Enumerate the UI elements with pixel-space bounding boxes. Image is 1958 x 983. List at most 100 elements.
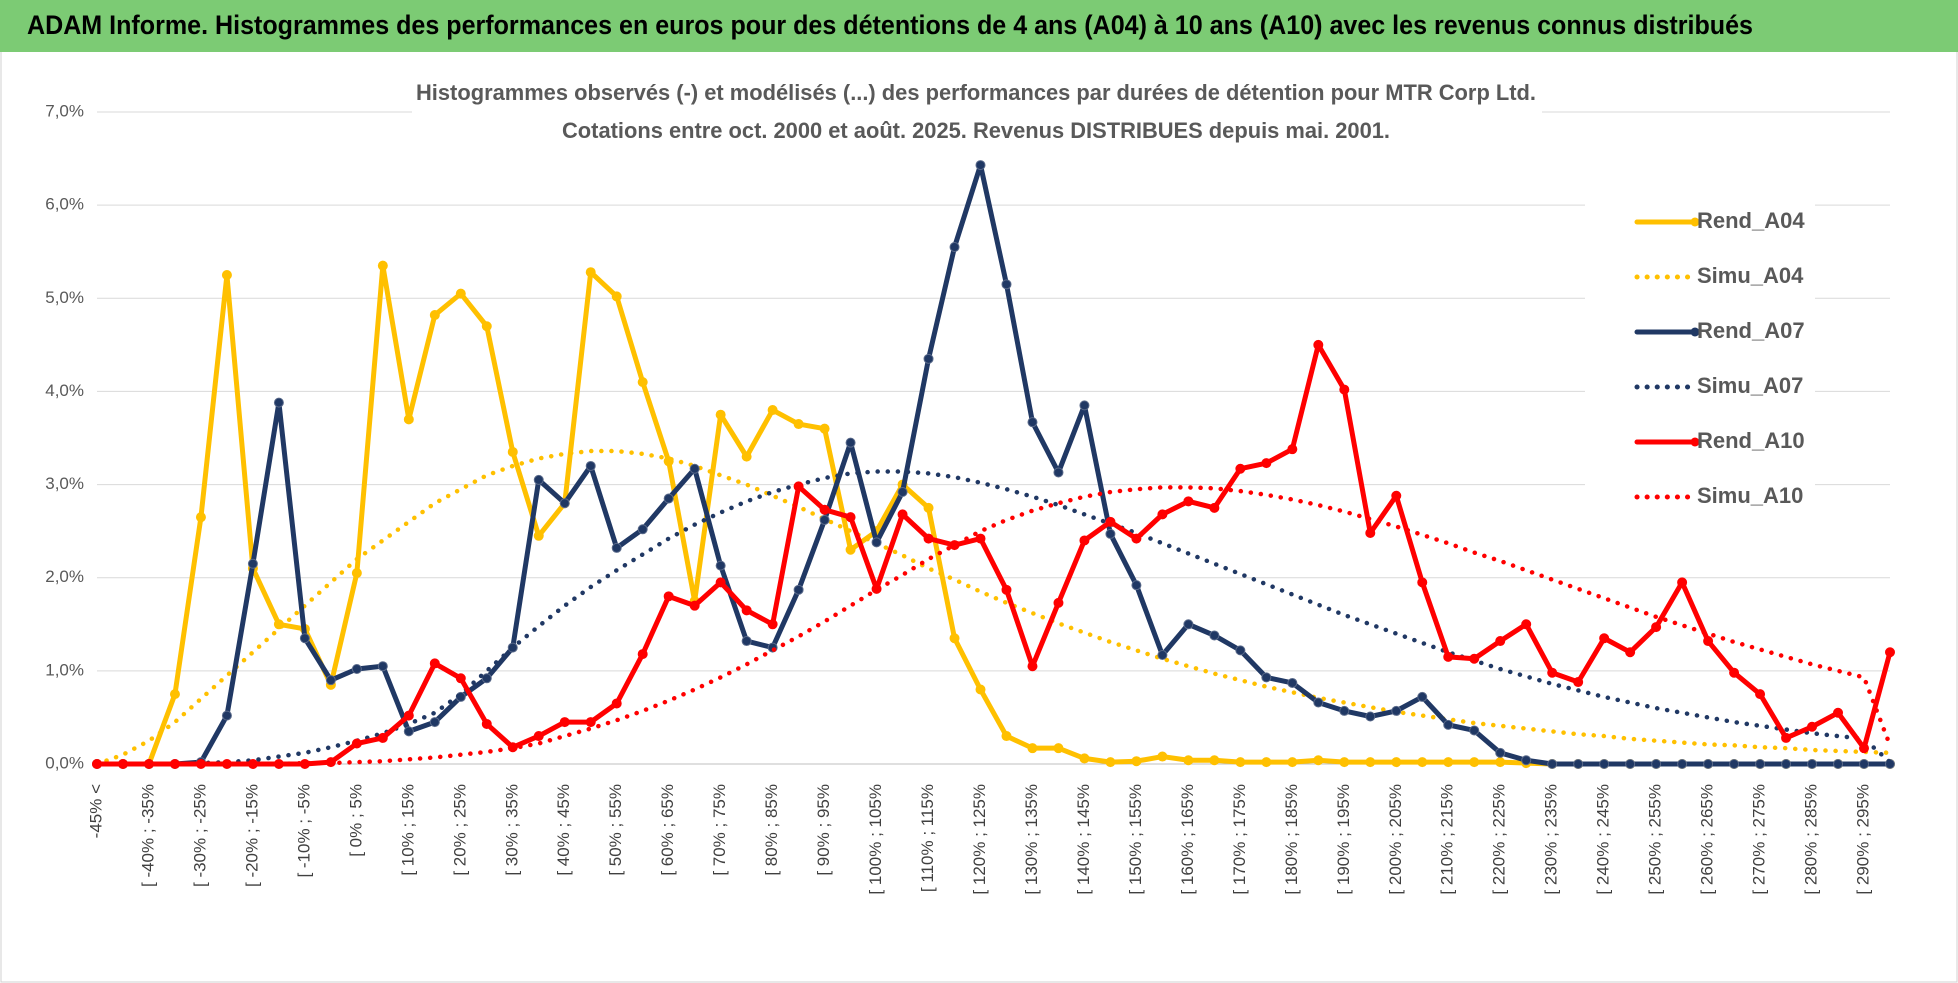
x-tick-label: [ 280% ; 285%	[1802, 784, 1821, 895]
data-point	[1053, 597, 1064, 608]
subtitle-bg	[412, 76, 1542, 152]
data-point	[819, 514, 830, 525]
data-point	[1443, 757, 1454, 768]
data-point	[1131, 533, 1142, 544]
data-point	[741, 605, 752, 616]
data-point	[169, 689, 180, 700]
data-point	[1651, 622, 1662, 633]
data-point	[689, 463, 700, 474]
series-line	[94, 485, 1893, 767]
data-point	[1053, 743, 1064, 754]
data-point	[1391, 757, 1402, 768]
data-point	[1703, 636, 1714, 647]
data-point	[1001, 584, 1012, 595]
data-point	[1339, 384, 1350, 395]
data-point	[377, 732, 388, 743]
x-tick-label: [ 240% ; 245%	[1594, 784, 1613, 895]
y-tick-label: 7,0%	[45, 101, 84, 120]
data-point	[195, 512, 206, 523]
data-point	[1469, 725, 1480, 736]
data-point	[481, 718, 492, 729]
y-tick-label: 3,0%	[45, 474, 84, 493]
legend-box	[1585, 180, 1815, 510]
data-point	[1027, 661, 1038, 672]
x-tick-label: [ 140% ; 145%	[1074, 784, 1093, 895]
header-bar	[0, 0, 1958, 52]
data-point	[403, 726, 414, 737]
data-point	[1157, 509, 1168, 520]
x-tick-label: -45% <	[86, 784, 105, 838]
data-point	[819, 423, 830, 434]
data-point	[949, 242, 960, 253]
data-point	[1053, 467, 1064, 478]
data-point	[1599, 633, 1610, 644]
data-point	[1391, 490, 1402, 501]
data-point	[637, 524, 648, 535]
data-point	[1807, 721, 1818, 732]
data-point	[819, 504, 830, 515]
data-point	[715, 560, 726, 571]
data-point	[221, 270, 232, 280]
data-point	[1833, 707, 1844, 718]
data-point	[455, 673, 466, 684]
data-point	[1235, 757, 1246, 768]
legend-label: Simu_A04	[1697, 263, 1804, 288]
data-point	[1443, 719, 1454, 730]
data-point	[1183, 755, 1194, 766]
data-point	[247, 558, 258, 569]
data-point	[1417, 757, 1428, 768]
data-point	[715, 577, 726, 588]
data-point	[429, 717, 440, 728]
x-tick-label: [ 250% ; 255%	[1646, 784, 1665, 895]
data-point	[403, 710, 414, 721]
data-point	[1183, 496, 1194, 507]
data-point	[533, 530, 544, 541]
data-point	[1339, 705, 1350, 716]
data-point	[897, 509, 908, 520]
series-line	[94, 162, 1893, 767]
data-point	[1261, 672, 1272, 683]
data-point	[403, 414, 414, 425]
plot-area: 0,0% 1,0% 2,0% 3,0% 4,0% 5,0% 6,0% 7,0% -45% < [ …	[45, 101, 1895, 895]
x-tick-label: [ 200% ; 205%	[1386, 784, 1405, 895]
data-point	[949, 633, 960, 644]
data-point	[611, 542, 622, 553]
data-point	[429, 310, 440, 321]
data-point	[1755, 689, 1766, 700]
x-tick-label: [ -40% ; -35%	[138, 784, 157, 887]
chart-subtitle: Cotations entre oct. 2000 et août. 2025.…	[562, 118, 1390, 143]
data-point	[1105, 757, 1116, 768]
data-point	[1105, 528, 1116, 539]
data-point	[1469, 757, 1480, 768]
y-tick-label: 1,0%	[45, 660, 84, 679]
data-point	[351, 568, 362, 579]
data-point	[871, 537, 882, 548]
data-point	[1547, 759, 1558, 769]
x-tick-label: [ 160% ; 165%	[1178, 784, 1197, 895]
data-point	[767, 619, 778, 630]
data-point	[1209, 502, 1220, 513]
data-point	[1339, 757, 1350, 768]
data-point	[507, 446, 518, 457]
data-point	[377, 260, 388, 271]
data-point	[1443, 651, 1454, 662]
x-tick-label: [ 80% ; 85%	[762, 784, 781, 876]
x-tick-label: [ 270% ; 275%	[1750, 784, 1769, 895]
data-point	[741, 451, 752, 462]
data-point	[533, 731, 544, 742]
x-tick-label: [ 180% ; 185%	[1282, 784, 1301, 895]
data-point	[1833, 759, 1844, 769]
data-point	[1495, 747, 1506, 758]
y-tick-label: 0,0%	[45, 753, 84, 772]
data-point	[1521, 755, 1532, 766]
x-tick-label: [ 110% ; 115%	[918, 784, 937, 892]
data-point	[741, 636, 752, 647]
data-point	[273, 397, 284, 408]
series-line	[94, 342, 1893, 767]
data-point	[481, 673, 492, 684]
data-point	[923, 533, 934, 544]
data-point	[663, 591, 674, 602]
data-point	[1729, 667, 1740, 678]
data-point	[611, 291, 622, 302]
data-point	[325, 675, 336, 686]
